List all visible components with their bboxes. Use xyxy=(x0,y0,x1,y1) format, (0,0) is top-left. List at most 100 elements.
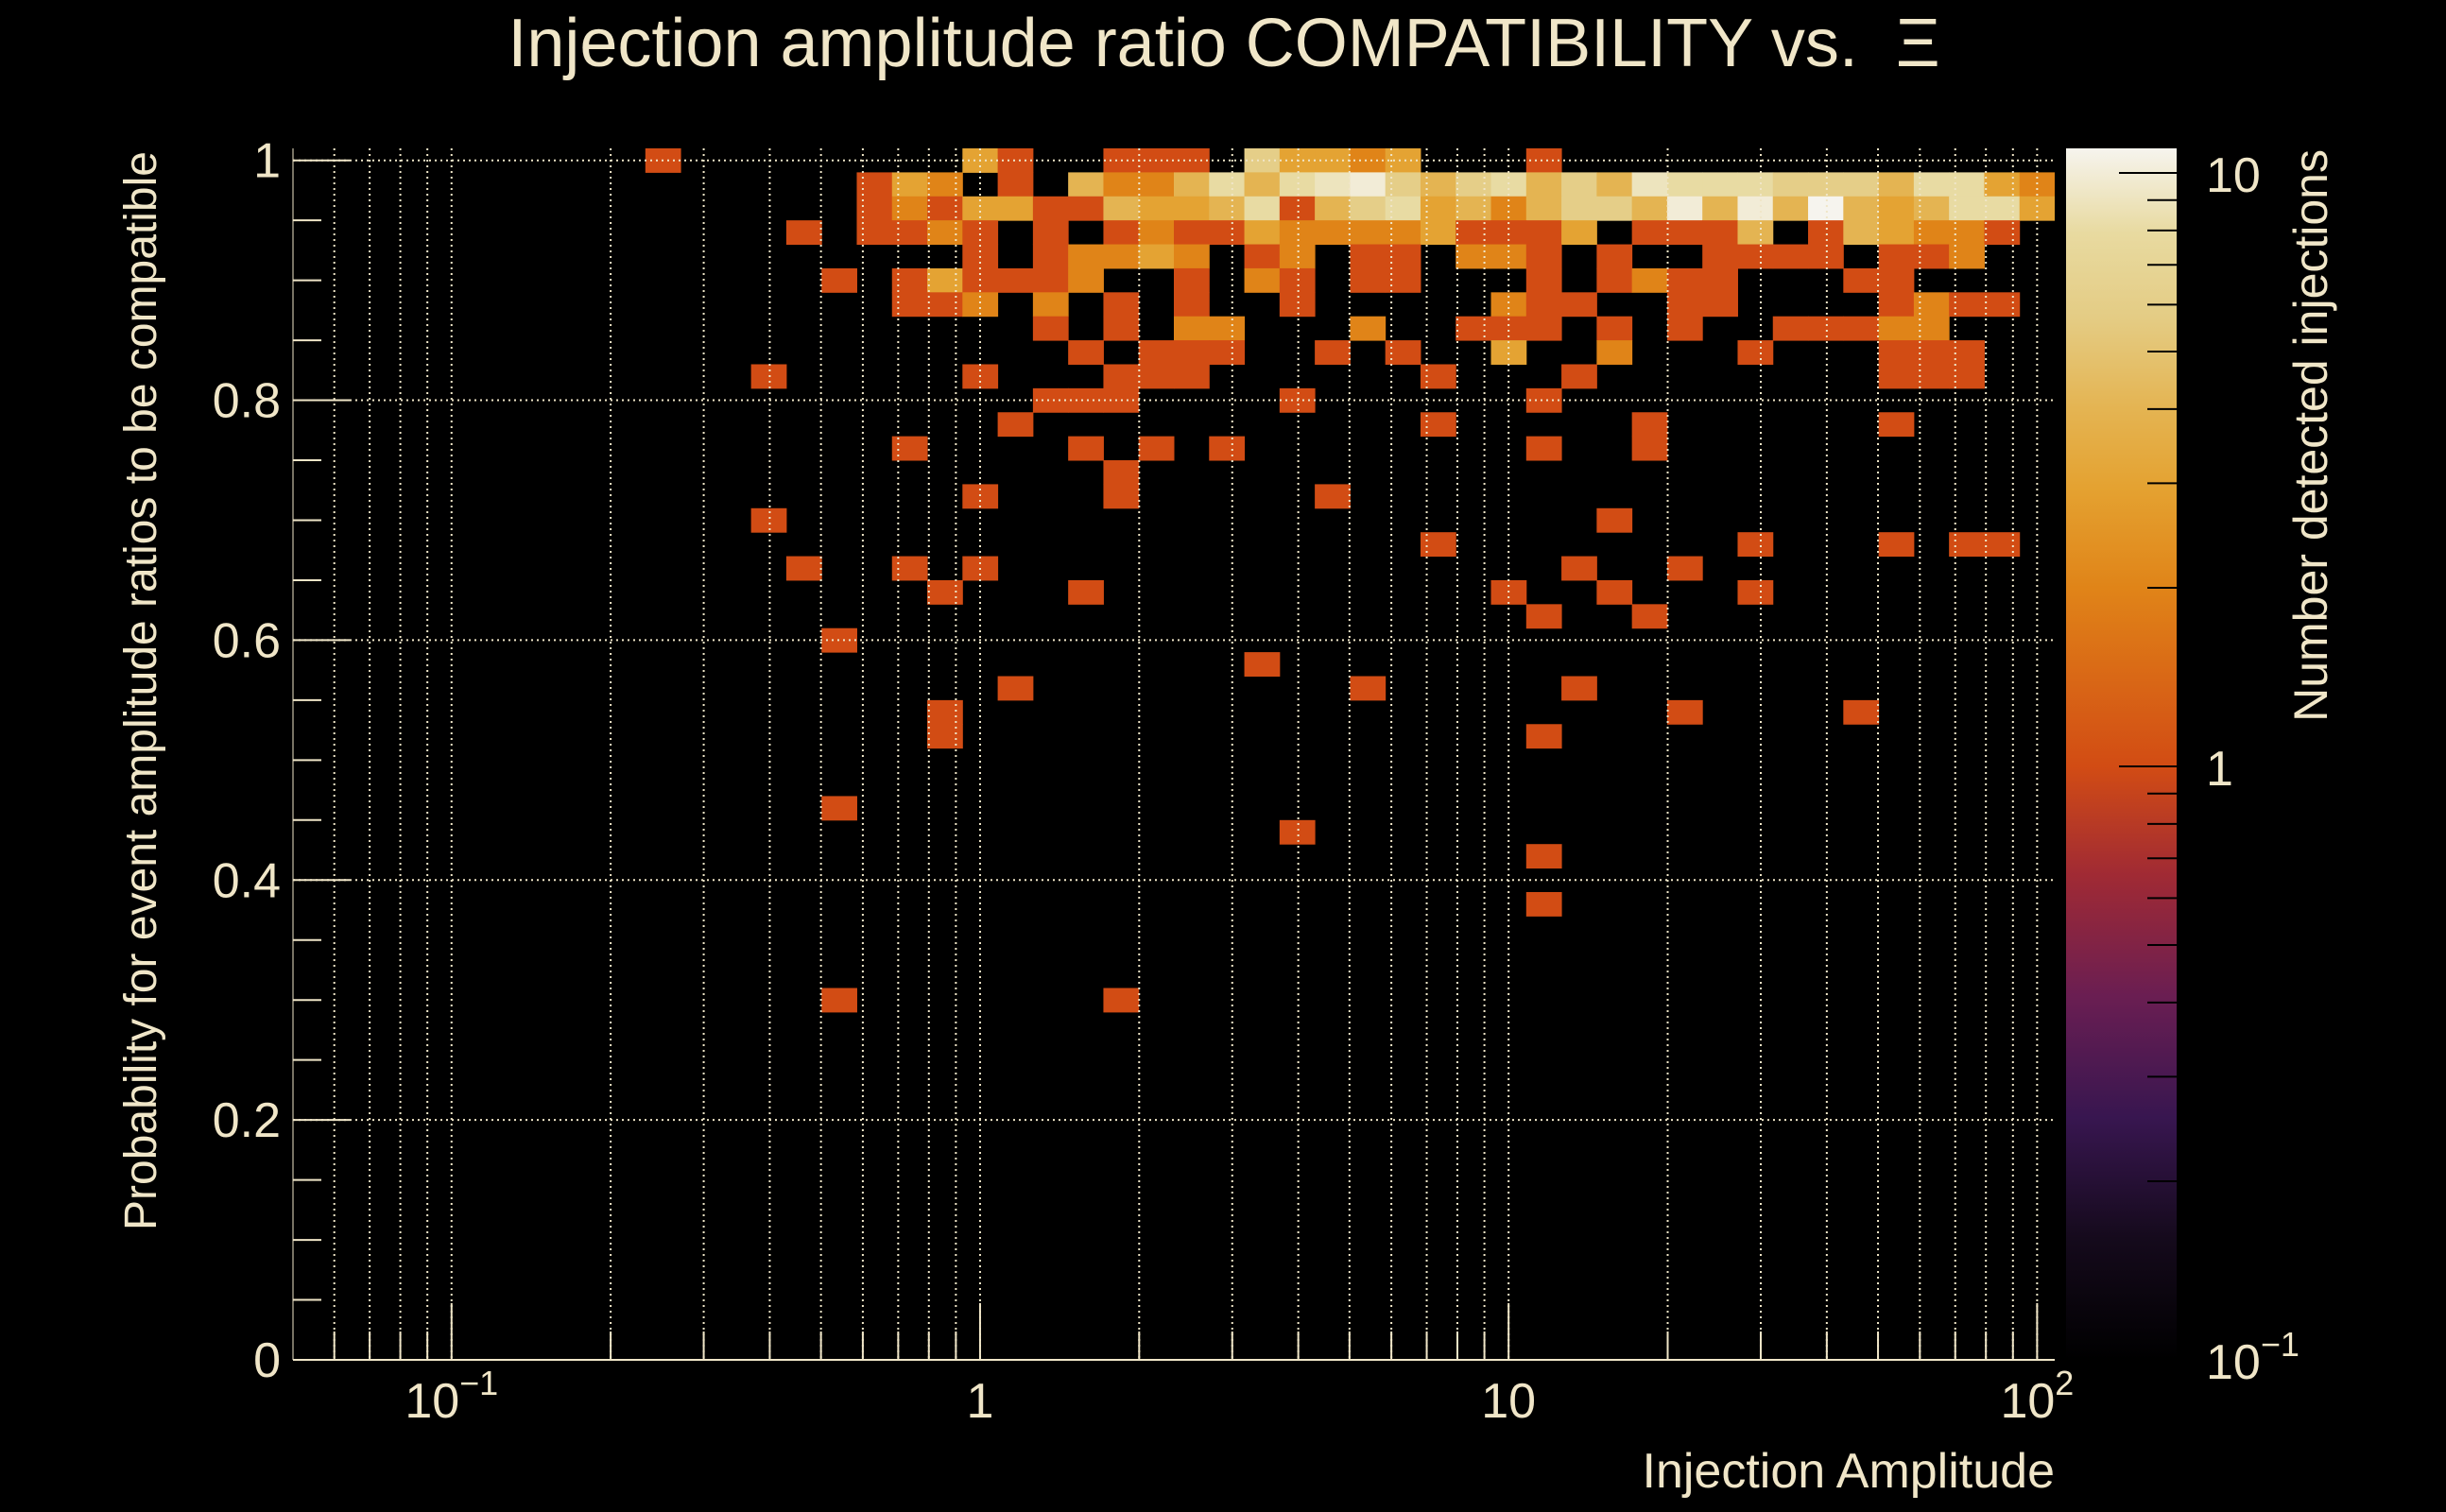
x-tick-label: 1 xyxy=(967,1374,994,1429)
x-tick-label: 10 xyxy=(1481,1374,1536,1429)
y-tick-label: 1 xyxy=(253,134,281,189)
heatmap-cell xyxy=(1561,364,1597,389)
heatmap-cell xyxy=(1525,292,1562,318)
x-tick-label: 102 xyxy=(2000,1364,2074,1429)
colorbar-tick-label: 10−1 xyxy=(2206,1325,2300,1390)
heatmap-cell xyxy=(1666,316,1703,341)
heatmap-cell xyxy=(927,196,963,221)
heatmap-cell xyxy=(891,220,928,246)
heatmap-cell xyxy=(891,172,928,198)
heatmap-cell xyxy=(1596,579,1633,605)
colorbar-tick-label: 10 xyxy=(2206,148,2261,203)
heatmap-cell xyxy=(1596,507,1633,533)
heatmap-cell xyxy=(1315,484,1351,509)
heatmap-cell xyxy=(1984,220,2021,246)
heatmap-cell xyxy=(1702,267,1738,293)
heatmap-cell xyxy=(1878,412,1915,438)
heatmap-cell xyxy=(1808,220,1844,246)
heatmap-cell xyxy=(1103,172,1140,198)
heatmap-cell xyxy=(1843,172,1880,198)
heatmap-cell xyxy=(1174,292,1210,318)
heatmap-cell xyxy=(1456,244,1492,269)
x-axis-title: Injection Amplitude xyxy=(1643,1444,2056,1499)
heatmap-cell xyxy=(1068,436,1104,461)
heatmap-cell xyxy=(1315,196,1351,221)
heatmap-cell xyxy=(1209,172,1246,198)
heatmap-cell xyxy=(1032,387,1069,413)
heatmap-cell xyxy=(1385,172,1421,198)
heatmap-cell xyxy=(1737,532,1774,558)
heatmap-cell xyxy=(927,267,963,293)
heatmap-cell xyxy=(1032,316,1069,341)
heatmap-cell xyxy=(1174,172,1210,198)
chart-title: Injection amplitude ratio COMPATIBILITY … xyxy=(508,6,1939,81)
heatmap-cell xyxy=(1631,267,1668,293)
heatmap-cell xyxy=(1702,292,1738,318)
heatmap-cell xyxy=(1209,220,1246,246)
y-tick-label: 0.6 xyxy=(213,613,281,668)
heatmap-cell xyxy=(997,412,1034,438)
heatmap-cell xyxy=(1878,196,1915,221)
heatmap-cell xyxy=(927,724,963,749)
heatmap-cell xyxy=(1315,172,1351,198)
colorbar-tick-label: 1 xyxy=(2206,742,2233,797)
heatmap-cell xyxy=(1456,220,1492,246)
heatmap-cell xyxy=(1174,340,1210,365)
heatmap-cell xyxy=(1103,988,1140,1013)
heatmap-cell xyxy=(1878,292,1915,318)
heatmap-cell xyxy=(1949,532,1985,558)
x-tick-label-exponent: −1 xyxy=(459,1364,498,1402)
heatmap-cell xyxy=(1772,196,1809,221)
heatmap-cell xyxy=(1984,172,2021,198)
heatmap-cell xyxy=(1666,292,1703,318)
colorbar-tick-labels: 10 1 10−1 xyxy=(2206,148,2300,1390)
heatmap-cell xyxy=(1843,316,1880,341)
heatmap-cell xyxy=(1209,196,1246,221)
heatmap-cell xyxy=(821,988,857,1013)
heatmap-cell xyxy=(1456,172,1492,198)
heatmap-cell xyxy=(1631,604,1668,629)
heatmap-cell xyxy=(1350,172,1387,198)
heatmap-cell xyxy=(1561,676,1597,701)
heatmap-cell xyxy=(1878,267,1915,293)
heatmap-cell xyxy=(1843,196,1880,221)
heatmap-cell xyxy=(1456,196,1492,221)
y-tick-labels: 0 0.2 0.4 0.6 0.8 1 xyxy=(213,134,281,1388)
heatmap-cell xyxy=(1350,196,1387,221)
heatmap-cell xyxy=(1138,220,1175,246)
heatmap-cell xyxy=(962,484,999,509)
heatmap-cell xyxy=(1385,220,1421,246)
heatmap-cell xyxy=(1068,387,1104,413)
heatmap-cell xyxy=(1032,267,1069,293)
heatmap-cell xyxy=(1350,148,1387,173)
heatmap-cell xyxy=(997,172,1034,198)
heatmap-cell xyxy=(1068,579,1104,605)
heatmap-cell xyxy=(1525,724,1562,749)
heatmap-cell xyxy=(1631,412,1668,438)
heatmap-cell xyxy=(1068,244,1104,269)
heatmap-cell xyxy=(1209,316,1246,341)
heatmap-cell xyxy=(1209,436,1246,461)
colorbar-tick-label-base: 10 xyxy=(2206,1335,2261,1390)
heatmap-cell xyxy=(1315,220,1351,246)
heatmap-cell xyxy=(1525,891,1562,917)
heatmap-cell xyxy=(1032,196,1069,221)
x-tick-label-base: 1 xyxy=(967,1374,994,1429)
heatmap-cell xyxy=(962,220,999,246)
heatmap-cell xyxy=(1138,172,1175,198)
heatmap-cell xyxy=(1244,196,1281,221)
heatmap-cell xyxy=(1772,172,1809,198)
heatmap-cell xyxy=(1737,244,1774,269)
heatmap-cell xyxy=(1279,172,1316,198)
heatmap-cell xyxy=(821,267,857,293)
heatmap-cell xyxy=(997,676,1034,701)
heatmap-cell xyxy=(1103,364,1140,389)
heatmap-cell xyxy=(1596,172,1633,198)
heatmap-cell xyxy=(785,556,822,581)
heatmap-cell xyxy=(1525,148,1562,173)
heatmap-cell xyxy=(1490,172,1527,198)
heatmap-cell xyxy=(1878,316,1915,341)
heatmap-cell xyxy=(1666,556,1703,581)
heatmap-cell xyxy=(1843,267,1880,293)
